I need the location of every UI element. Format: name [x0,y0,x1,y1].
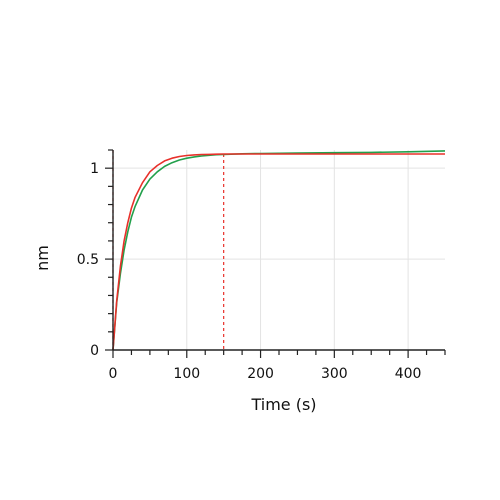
axes: 0 100 200 300 400 0 0.5 1 [77,149,446,382]
grid [113,150,445,350]
y-tick-label: 1 [90,161,99,177]
x-tick-label: 0 [109,366,118,382]
x-axis-title: Time (s) [250,395,316,414]
series-line-1 [112,150,446,351]
series-group [112,150,446,351]
y-tick-label: 0.5 [77,252,99,268]
x-tick-label: 100 [173,366,200,382]
y-tick-label: 0 [90,343,99,359]
series-line-2 [112,153,445,351]
x-tick-label: 300 [321,366,348,382]
y-axis-title: nm [33,245,52,271]
x-tick-label: 400 [395,366,422,382]
x-tick-label: 200 [247,366,274,382]
reference-line-group [112,150,225,350]
